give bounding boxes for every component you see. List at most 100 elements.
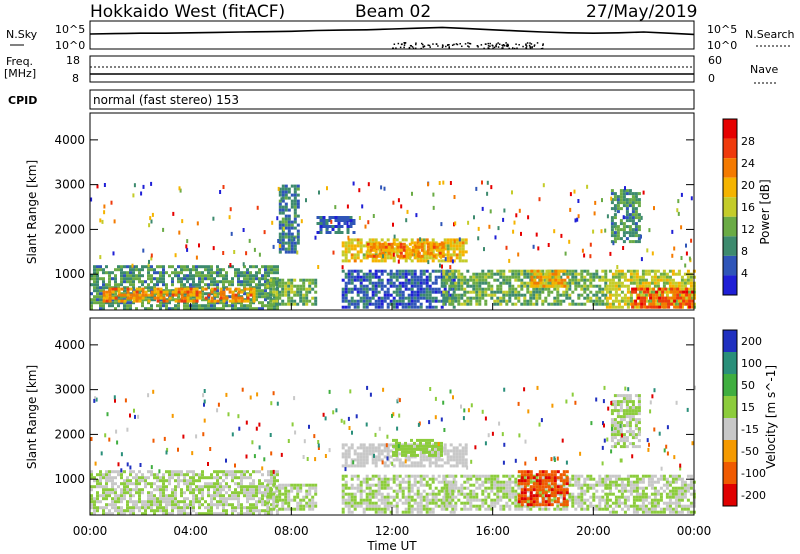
data-cell — [144, 290, 148, 294]
data-cell — [395, 450, 398, 454]
nsearch-dot — [432, 43, 434, 45]
data-cell — [90, 283, 93, 287]
data-cell — [319, 225, 323, 228]
data-cell — [529, 293, 533, 297]
data-cell — [668, 281, 672, 285]
data-cell — [278, 492, 282, 496]
data-cell — [114, 500, 117, 504]
data-cell — [350, 281, 354, 285]
data-cell — [475, 186, 478, 191]
data-cell — [258, 497, 261, 501]
data-cell — [192, 307, 195, 311]
data-cell — [431, 296, 435, 300]
data-cell — [341, 486, 345, 490]
data-cell — [216, 494, 219, 498]
data-cell — [213, 280, 216, 284]
data-cell — [505, 501, 509, 505]
data-cell — [296, 229, 300, 233]
data-cell — [395, 441, 398, 445]
data-cell — [484, 278, 488, 282]
data-cell — [508, 269, 512, 273]
data-cell — [174, 500, 177, 504]
data-cell — [442, 284, 446, 288]
data-cell — [401, 461, 405, 465]
data-cell — [314, 489, 318, 493]
data-cell — [368, 489, 372, 493]
data-cell — [608, 269, 612, 273]
data-cell — [422, 290, 426, 294]
data-cell — [499, 480, 503, 484]
data-cell — [153, 283, 156, 287]
data-cell — [631, 219, 635, 223]
data-cell — [159, 265, 162, 269]
data-cell — [153, 488, 156, 492]
data-cell — [463, 299, 467, 303]
data-cell — [371, 504, 375, 508]
data-cell — [168, 479, 171, 483]
data-cell — [580, 269, 584, 273]
data-cell — [171, 293, 175, 297]
data-cell — [246, 500, 249, 504]
data-cell — [453, 222, 455, 227]
data-cell — [287, 287, 291, 291]
data-cell — [276, 265, 279, 269]
data-cell — [114, 503, 117, 507]
data-cell — [520, 278, 524, 282]
data-cell — [502, 495, 506, 499]
data-cell — [449, 256, 453, 260]
data-cell — [183, 287, 187, 291]
data-cell — [419, 507, 423, 511]
data-cell — [583, 290, 587, 294]
data-cell — [281, 244, 285, 248]
data-cell — [610, 225, 614, 229]
data-cell — [153, 473, 156, 477]
data-cell — [652, 305, 656, 309]
data-cell — [210, 304, 213, 308]
data-cell — [489, 209, 492, 214]
data-cell — [111, 296, 115, 300]
data-cell — [431, 305, 435, 309]
data-cell — [617, 293, 621, 297]
data-cell — [676, 293, 680, 297]
data-cell — [449, 253, 453, 257]
data-cell — [207, 299, 211, 303]
data-cell — [105, 497, 108, 501]
data-cell — [440, 305, 444, 309]
data-cell — [614, 281, 618, 285]
data-cell — [649, 293, 653, 297]
data-cell — [213, 470, 216, 474]
data-cell — [237, 497, 240, 501]
data-cell — [132, 286, 135, 290]
data-cell — [380, 501, 384, 505]
data-cell — [481, 480, 485, 484]
data-cell — [401, 480, 405, 484]
data-cell — [460, 486, 464, 490]
data-cell — [671, 229, 674, 234]
data-cell — [177, 277, 180, 281]
data-cell — [392, 477, 396, 481]
data-cell — [165, 509, 168, 513]
data-cell — [350, 464, 354, 468]
nsearch-dot — [497, 46, 500, 48]
data-cell — [219, 485, 222, 489]
data-cell — [234, 488, 237, 492]
data-cell — [284, 486, 288, 490]
data-cell — [183, 307, 186, 311]
data-cell — [461, 449, 465, 453]
data-cell — [138, 277, 141, 281]
data-cell — [266, 507, 270, 511]
data-cell — [449, 443, 453, 447]
data-cell — [640, 215, 643, 220]
data-cell — [273, 268, 276, 272]
data-cell — [162, 274, 165, 278]
data-cell — [616, 225, 620, 229]
data-cell — [668, 275, 672, 279]
data-cell — [246, 277, 249, 281]
data-cell — [535, 299, 539, 303]
data-cell — [365, 290, 369, 294]
data-cell — [619, 189, 623, 193]
data-cell — [216, 286, 219, 290]
data-cell — [601, 287, 605, 291]
data-cell — [526, 287, 530, 291]
data-cell — [490, 507, 494, 511]
